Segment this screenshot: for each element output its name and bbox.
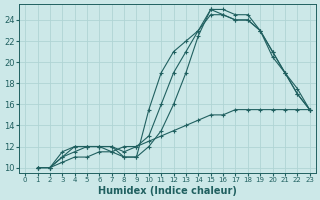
X-axis label: Humidex (Indice chaleur): Humidex (Indice chaleur) [98, 186, 237, 196]
